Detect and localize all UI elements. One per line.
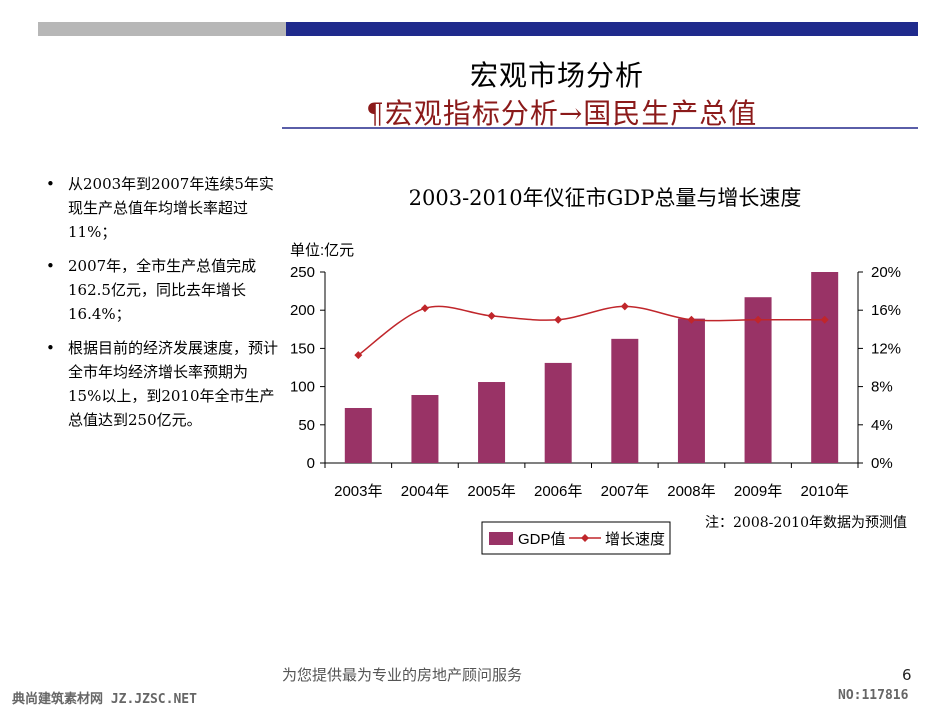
growth-rate-point [754, 315, 763, 324]
x-tick-label: 2005年 [467, 483, 515, 500]
x-tick-label: 2003年 [334, 483, 382, 500]
growth-rate-point [687, 315, 696, 324]
y-right-tick-label: 8% [871, 379, 893, 396]
y-left-tick-label: 200 [290, 302, 315, 319]
legend-growth-label: 增长速度 [605, 531, 665, 548]
legend-gdp-swatch [489, 532, 513, 545]
chart-note: 注：2008-2010年数据为预测值 [705, 515, 907, 531]
x-tick-label: 2009年 [734, 483, 782, 500]
growth-rate-point [554, 315, 563, 324]
x-tick-label: 2007年 [601, 483, 649, 500]
watermark-site: 典尚建筑素材网 JZ.JZSC.NET [12, 692, 197, 707]
chart-unit-label: 单位:亿元 [290, 242, 354, 259]
x-tick-label: 2008年 [667, 483, 715, 500]
y-right-tick-label: 4% [871, 417, 893, 434]
growth-rate-point [820, 315, 829, 324]
y-right-tick-label: 16% [871, 302, 901, 319]
y-left-tick-label: 50 [298, 417, 315, 434]
gdp-bar [677, 318, 705, 463]
growth-rate-point [420, 304, 429, 313]
y-right-tick-label: 12% [871, 340, 901, 357]
chart-title: 2003-2010年仪征市GDP总量与增长速度 [409, 186, 802, 210]
slide-subtitle: ¶宏观指标分析→国民生产总值 [366, 97, 758, 130]
y-right-tick-label: 0% [871, 455, 893, 472]
slide-title: 宏观市场分析 [470, 59, 645, 92]
x-tick-label: 2004年 [401, 483, 449, 500]
bullet-list: 从2003年到2007年连续5年实现生产总值年均增长率超过11%； 2007年，… [40, 172, 280, 442]
gdp-bar [811, 272, 839, 463]
gdp-bar [478, 382, 506, 463]
y-left-tick-label: 150 [290, 340, 315, 357]
watermark-id: NO:117816 [838, 688, 909, 703]
y-left-tick-label: 250 [290, 264, 315, 281]
gdp-bar [744, 297, 772, 463]
gdp-bar [544, 362, 572, 463]
bullet-item: 根据目前的经济发展速度，预计全市年均经济增长率预期为15%以上，到2010年全市… [40, 336, 280, 432]
legend-growth-marker [581, 534, 589, 542]
growth-rate-point [487, 311, 496, 320]
bullet-item: 2007年，全市生产总值完成162.5亿元，同比去年增长16.4%； [40, 254, 280, 326]
y-right-tick-label: 20% [871, 264, 901, 281]
y-left-tick-label: 100 [290, 379, 315, 396]
page-number: 6 [902, 666, 912, 684]
growth-rate-point [354, 351, 363, 360]
footer-slogan: 为您提供最为专业的房地产顾问服务 [282, 666, 523, 684]
gdp-bar [344, 407, 372, 463]
y-left-tick-label: 0 [307, 455, 315, 472]
header-bar-blue [286, 22, 918, 36]
header-bar-gray [38, 22, 286, 36]
gdp-bar [611, 338, 639, 463]
growth-rate-point [620, 302, 629, 311]
legend-gdp-label: GDP值 [518, 531, 566, 548]
x-tick-label: 2010年 [801, 483, 849, 500]
gdp-bar [411, 395, 439, 463]
bullet-item: 从2003年到2007年连续5年实现生产总值年均增长率超过11%； [40, 172, 280, 244]
title-divider [282, 127, 918, 129]
x-tick-label: 2006年 [534, 483, 582, 500]
